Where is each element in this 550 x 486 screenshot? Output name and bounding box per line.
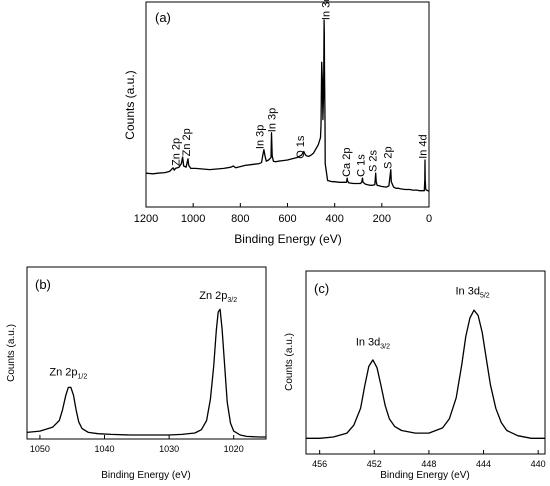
- panel-a-peak-label: In 4d: [417, 134, 429, 158]
- panel-b-peak-label: Zn 2p3/2: [199, 290, 237, 304]
- panel-a-y-axis-label: Counts (a.u.): [123, 70, 137, 139]
- panel-a-x-tick-label: 400: [325, 213, 343, 225]
- panel-b-x-ticks: 1050 1040 1030 1020: [30, 435, 244, 454]
- panel-b-plot-frame: [26, 266, 267, 440]
- panel-c-peak-labels: In 3d3/2 In 3d5/2: [356, 286, 490, 351]
- panel-a-peak-label: In 3d: [321, 0, 333, 20]
- panel-a-x-tick-label: 1000: [181, 213, 205, 225]
- panel-a-peak-label: Zn 2p: [171, 138, 183, 166]
- panel-b-x-tick-label: 1020: [224, 444, 244, 454]
- panel-a-x-ticks: 1200 1000 800 600 400 200 0: [134, 203, 432, 225]
- panel-c-plot-frame: [305, 270, 546, 455]
- panel-c-x-tick-label: 444: [476, 459, 491, 469]
- panel-c-x-tick-label: 440: [531, 459, 546, 469]
- panel-b-spectrum-line: [26, 308, 266, 438]
- panel-a-x-tick-label: 0: [426, 213, 432, 225]
- panel-c-peak-label: In 3d5/2: [456, 286, 490, 300]
- panel-b-label: (b): [35, 277, 51, 292]
- panel-a-spectrum-line: [145, 19, 430, 192]
- panel-c-x-tick-label: 448: [421, 459, 436, 469]
- panel-a-peak-label: S 2p: [383, 146, 395, 169]
- panel-b-x-tick-label: 1030: [159, 444, 179, 454]
- panel-a-x-tick-label: 800: [231, 213, 249, 225]
- panel-b-x-tick-label: 1050: [30, 444, 50, 454]
- panel-a-plot-frame: [145, 1, 430, 208]
- panel-b-chart: (b) Binding Energy (eV) Counts (a.u.) 10…: [6, 266, 267, 481]
- panel-c-chart: (c) Binding Energy (eV) Counts (a.u.) 45…: [284, 270, 546, 481]
- panel-c-x-ticks: 456 452 448 444 440: [312, 450, 546, 469]
- panel-a-x-tick-label: 1200: [134, 213, 158, 225]
- panel-a-x-tick-label: 200: [373, 213, 391, 225]
- panel-b-x-axis-label: Binding Energy (eV): [101, 470, 191, 481]
- panel-a-peak-label: Ca 2p: [341, 148, 353, 177]
- panel-b-peak-label: Zn 2p1/2: [49, 366, 87, 380]
- panel-c-label: (c): [314, 281, 329, 296]
- panel-b-y-axis-label: Counts (a.u.): [6, 324, 17, 382]
- panel-a-peak-label: Zn 2p: [181, 128, 193, 156]
- panel-c-x-tick-label: 456: [312, 459, 327, 469]
- panel-c-peak-label: In 3d3/2: [356, 337, 390, 351]
- panel-a-peak-label: In 3p: [267, 108, 279, 132]
- panel-a-peak-label: O 1s: [295, 135, 307, 159]
- panel-a-label: (a): [155, 10, 171, 25]
- panel-a-chart: (a) Binding Energy (eV) Counts (a.u.) 12…: [123, 0, 432, 246]
- panel-c-spectrum-line: [306, 309, 545, 439]
- panel-a-x-tick-label: 600: [278, 213, 296, 225]
- panel-c-x-axis-label: Binding Energy (eV): [380, 470, 470, 481]
- panel-a-peak-label: C 1s: [356, 154, 368, 177]
- panel-c-x-tick-label: 452: [367, 459, 382, 469]
- panel-b-peak-labels: Zn 2p1/2 Zn 2p3/2: [49, 290, 237, 381]
- panel-c-y-axis-label: Counts (a.u.): [284, 333, 295, 391]
- panel-a-peak-label: In 3p: [255, 125, 267, 149]
- panel-a-peak-label: S 2s: [367, 149, 379, 172]
- panel-b-x-tick-label: 1040: [94, 444, 114, 454]
- panel-a-x-axis-label: Binding Energy (eV): [234, 232, 341, 246]
